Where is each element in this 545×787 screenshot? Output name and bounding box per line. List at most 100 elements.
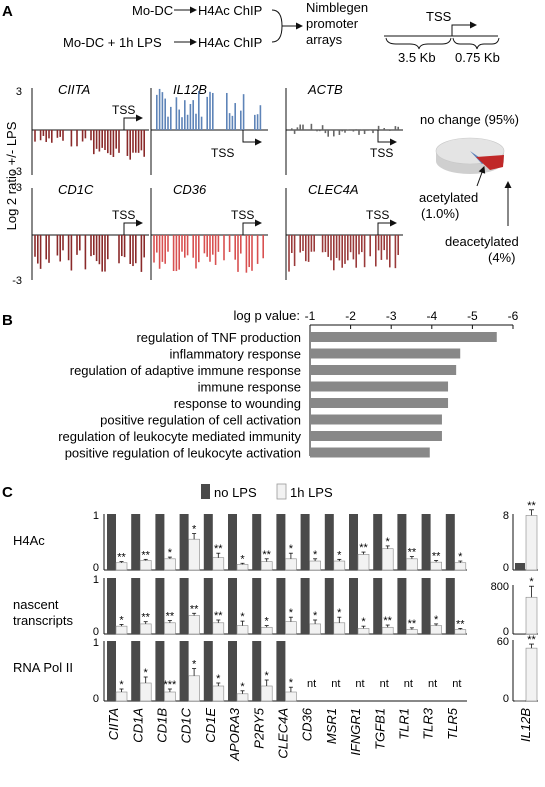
bar-no-lps — [421, 514, 431, 570]
significance-mark: ** — [166, 611, 175, 623]
il12b-y-tick-label: 0 — [503, 693, 509, 705]
significance-mark: ** — [408, 547, 417, 559]
bar-no-lps — [179, 578, 189, 634]
tss-arrow — [242, 219, 262, 235]
il12b-bar-lps — [525, 647, 538, 702]
panel-label-b: B — [2, 312, 13, 329]
bar-lps — [260, 626, 273, 635]
gene-label: MSR1 — [324, 708, 339, 744]
tss-arrow — [451, 21, 477, 36]
significance-mark: ** — [141, 549, 150, 561]
significance-mark: ** — [141, 612, 150, 624]
bar-lps — [333, 622, 346, 635]
bar-lps — [406, 629, 418, 635]
significance-mark: * — [386, 536, 391, 548]
bar-no-lps — [252, 641, 262, 701]
tss-label: TSS — [370, 146, 393, 160]
tss-arrow — [123, 114, 143, 130]
bar-lps — [309, 560, 321, 571]
significance-mark: * — [337, 549, 342, 561]
bar-charts: 10** ** ***** ** * * ****** ** *10* ** ****** * ** * *… — [93, 500, 538, 762]
gene-label: CIITA — [58, 82, 90, 97]
tss-label: TSS — [231, 208, 254, 222]
significance-mark: ** — [117, 552, 126, 564]
il12b-y-tick-label: 800 — [491, 581, 509, 593]
go-bar — [310, 348, 461, 359]
bar-no-lps — [397, 514, 407, 570]
x-tick-label: -3 — [386, 309, 397, 323]
bar-no-lps — [276, 641, 286, 701]
tss-label: TSS — [112, 103, 135, 117]
significance-mark: *** — [163, 679, 177, 691]
x-tick-label: -1 — [305, 309, 316, 323]
bar-lps — [139, 682, 152, 702]
category-label: positive regulation of cell activation — [100, 413, 301, 428]
gene-label: IFNGR1 — [348, 708, 363, 756]
chip-label-1: H4Ac ChIP — [198, 3, 262, 18]
gene-label: CD1B — [155, 708, 170, 743]
chip-label-2: H4Ac ChIP — [198, 35, 262, 50]
go-bar — [310, 365, 457, 375]
significance-mark: * — [240, 681, 245, 693]
bar-no-lps — [276, 514, 286, 570]
bar-lps — [164, 558, 176, 571]
bar-no-lps — [300, 514, 310, 570]
bar-no-lps — [107, 578, 116, 634]
gene-label: TLR5 — [445, 707, 460, 740]
pie-slice-deacetylated — [476, 155, 504, 170]
x-tick-label: -2 — [345, 309, 356, 323]
row-label-h4ac: H4Ac — [13, 533, 45, 548]
bar-no-lps — [107, 641, 116, 701]
panel-label-c: C — [2, 484, 13, 501]
bar-lps — [212, 685, 225, 702]
category-label: regulation of TNF production — [136, 330, 301, 345]
gene-label: CLEC4A — [308, 182, 359, 197]
y-tick-label: 0 — [93, 562, 99, 574]
bar-no-lps — [228, 641, 237, 701]
significance-mark: ** — [262, 549, 271, 561]
bar-no-lps — [373, 578, 383, 634]
bar-lps — [212, 622, 225, 635]
gene-label: ACTB — [307, 82, 343, 97]
gene-label: IL12B — [173, 82, 207, 97]
row-label-rna-pol-ii: RNA Pol II — [13, 660, 73, 675]
significance-mark: * — [458, 551, 463, 563]
significance-mark: * — [289, 607, 294, 619]
bar-lps — [430, 625, 442, 635]
tss-arrow — [377, 219, 397, 235]
y-tick-label: 1 — [93, 510, 99, 522]
bar-lps — [285, 691, 297, 702]
bar-lps — [115, 691, 128, 702]
gene-label: CD1C — [179, 707, 194, 743]
significance-mark: * — [192, 524, 197, 536]
pie-label-acetylated: acetylated (1.0%) — [419, 190, 482, 221]
significance-mark: * — [289, 677, 294, 689]
y-tick-mid-pos: 3 — [16, 182, 22, 194]
significance-mark: * — [337, 607, 342, 619]
pie-leader-acetylated — [476, 166, 486, 187]
significance-mark: * — [434, 614, 439, 626]
il12b-bar-lps — [525, 515, 538, 571]
go-enrichment-chart: log p value: -1 -2 -3 -4 -5 -6 regulation of T… — [58, 308, 518, 461]
bar-no-lps — [373, 514, 383, 570]
tss-label: TSS — [426, 9, 452, 24]
bar-no-lps — [349, 578, 358, 634]
gene-label: CD1A — [130, 708, 145, 743]
significance-mark: * — [119, 679, 124, 691]
significance-mark: * — [240, 611, 245, 623]
significance-mark: ** — [456, 618, 465, 630]
go-bar — [310, 414, 442, 425]
not-tested-label: nt — [355, 678, 364, 690]
category-label: positive regulation of leukocyte activat… — [65, 446, 301, 461]
il12b-label: IL12B — [518, 708, 533, 742]
y-tick-label: 1 — [93, 574, 99, 586]
bar-lps — [164, 691, 176, 702]
significance-mark: * — [361, 616, 366, 628]
il12b-significance-mark: ** — [527, 500, 536, 512]
il12b-bar-no-lps — [515, 633, 525, 635]
go-bar — [310, 431, 442, 441]
bar-lps — [236, 625, 249, 635]
bar-lps — [139, 560, 152, 571]
y-tick-bottom: -3 — [12, 275, 22, 287]
